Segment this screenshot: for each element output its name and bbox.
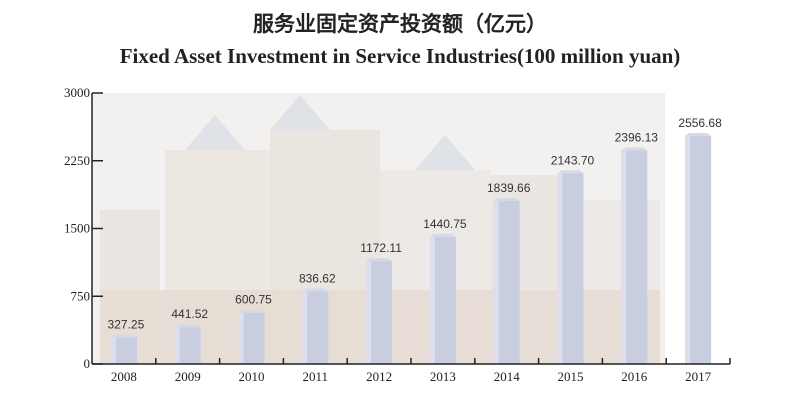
y-tick-label-0: 0 (84, 356, 91, 371)
x-tick-label-2010: 2010 (239, 369, 265, 384)
value-label-2009: 441.52 (171, 307, 208, 321)
bar-side-2010 (238, 312, 244, 364)
bar-side-2014 (493, 200, 499, 364)
bar-top-2015 (557, 170, 584, 174)
value-label-2017: 2556.68 (678, 116, 722, 130)
value-label-2011: 836.62 (299, 271, 336, 285)
bar-top-2016 (621, 147, 648, 151)
x-tick-label-2014: 2014 (494, 369, 521, 384)
bar-side-2008 (110, 337, 116, 364)
bar-side-2009 (174, 327, 180, 364)
bar-top-2009 (174, 324, 201, 328)
value-label-2015: 2143.70 (551, 153, 595, 167)
x-tick-label-2016: 2016 (621, 369, 648, 384)
bar-top-2012 (366, 258, 393, 262)
value-label-2013: 1440.75 (423, 217, 467, 231)
x-tick-label-2017: 2017 (685, 369, 712, 384)
bar-side-2017 (685, 136, 691, 364)
value-label-2008: 327.25 (108, 317, 145, 331)
y-tick-label-3000: 3000 (64, 85, 90, 100)
bar-side-2012 (366, 261, 372, 364)
x-tick-label-2011: 2011 (303, 369, 329, 384)
y-tick-label-750: 750 (71, 288, 91, 303)
bar-side-2016 (621, 150, 627, 364)
value-label-2012: 1172.11 (360, 241, 402, 255)
y-tick-label-1500: 1500 (64, 221, 90, 236)
x-tick-label-2013: 2013 (430, 369, 456, 384)
x-tick-label-2012: 2012 (366, 369, 392, 384)
value-label-2014: 1839.66 (487, 181, 531, 195)
y-tick-label-2250: 2250 (64, 153, 90, 168)
chart-subtitle: Fixed Asset Investment in Service Indust… (119, 44, 681, 68)
bar-top-2008 (110, 334, 137, 338)
bar-side-2015 (557, 173, 563, 364)
bar-top-2013 (429, 233, 456, 237)
bar-top-2010 (238, 309, 265, 313)
value-label-2016: 2396.13 (615, 131, 659, 145)
bar-side-2013 (429, 236, 435, 364)
value-label-2010: 600.75 (235, 293, 272, 307)
x-tick-label-2009: 2009 (175, 369, 201, 384)
chart-title: 服务业固定资产投资额（亿元） (253, 12, 547, 36)
bar-top-2014 (493, 197, 520, 201)
x-tick-label-2015: 2015 (558, 369, 584, 384)
bar-top-2017 (685, 133, 712, 137)
bar-top-2011 (302, 288, 329, 292)
x-tick-label-2008: 2008 (111, 369, 137, 384)
bar-side-2011 (302, 291, 308, 364)
